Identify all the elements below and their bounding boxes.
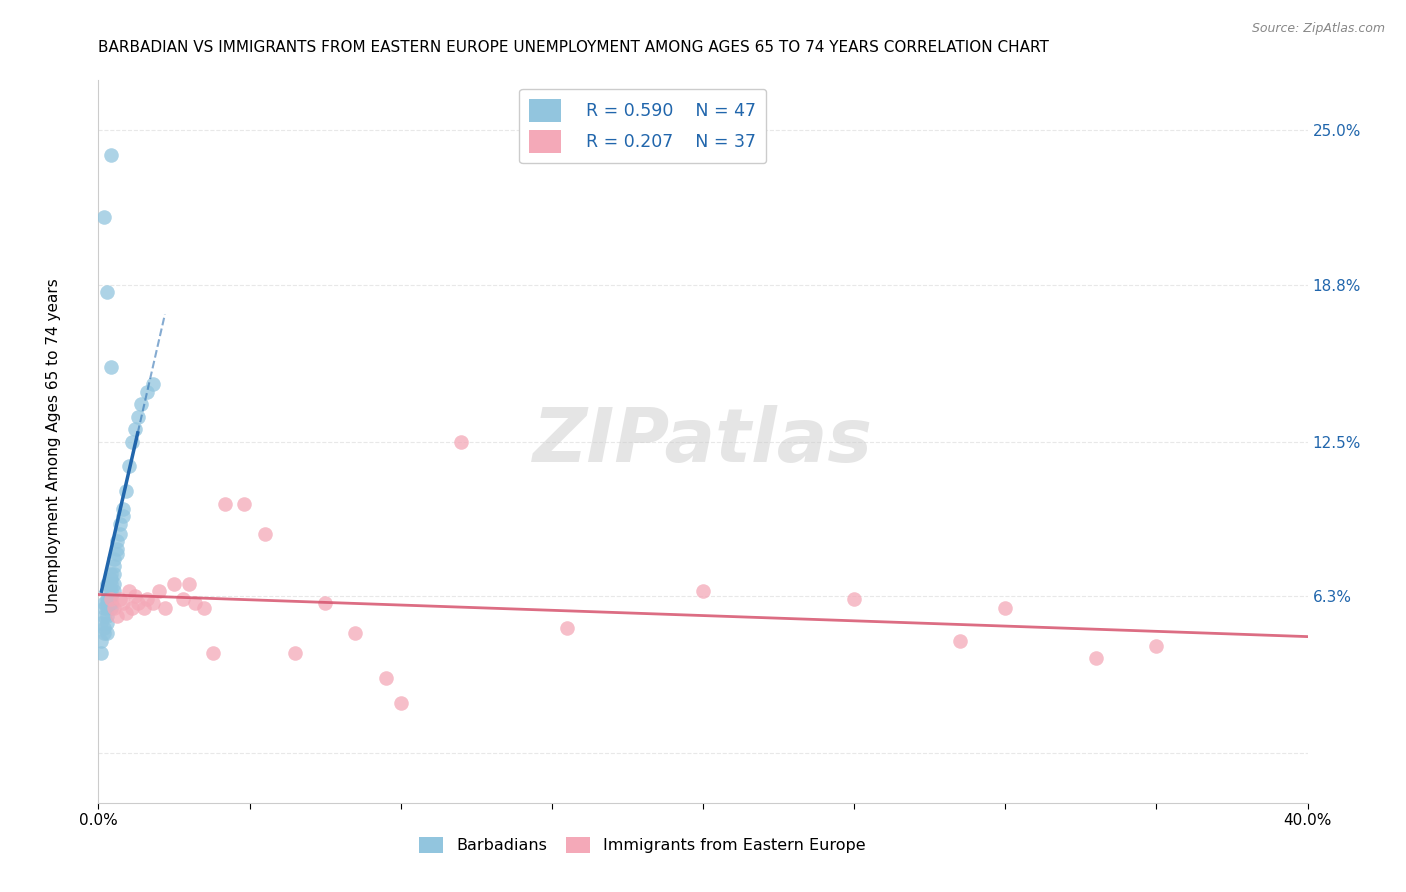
Point (692, 584, 714, 599)
Point (96, 601, 118, 615)
Text: Unemployment Among Ages 65 to 74 years: Unemployment Among Ages 65 to 74 years (46, 278, 60, 614)
Point (100, 359, 122, 374)
Point (132, 601, 155, 615)
Point (90, 633, 112, 648)
Point (179, 576, 201, 591)
Point (153, 601, 176, 615)
Point (108, 516, 131, 531)
Point (374, 671, 396, 685)
Point (111, 501, 134, 516)
Point (135, 591, 157, 606)
Point (100, 597, 122, 611)
Point (90, 616, 112, 631)
Point (193, 601, 215, 615)
Point (96, 609, 118, 624)
Point (105, 547, 128, 561)
Point (202, 646, 225, 660)
Point (232, 497, 254, 511)
Point (127, 597, 149, 611)
Point (172, 591, 194, 606)
Point (100, 589, 122, 603)
Point (142, 597, 165, 611)
Point (284, 646, 307, 660)
Point (96, 597, 118, 611)
Point (90, 646, 112, 660)
Point (100, 591, 122, 606)
Point (100, 566, 122, 581)
Point (96, 576, 118, 591)
Point (105, 541, 128, 556)
Point (253, 526, 276, 541)
Point (121, 601, 143, 615)
Point (103, 584, 125, 599)
Point (118, 584, 141, 599)
Point (314, 597, 336, 611)
Point (93, 597, 115, 611)
Point (100, 572, 122, 586)
Point (344, 626, 367, 640)
Point (994, 601, 1017, 615)
Point (555, 621, 578, 635)
Text: BARBADIAN VS IMMIGRANTS FROM EASTERN EUROPE UNEMPLOYMENT AMONG AGES 65 TO 74 YEA: BARBADIAN VS IMMIGRANTS FROM EASTERN EUR… (98, 40, 1049, 55)
Point (103, 576, 125, 591)
Point (93, 601, 115, 615)
Point (129, 397, 152, 411)
Point (214, 497, 236, 511)
Text: Source: ZipAtlas.com: Source: ZipAtlas.com (1251, 22, 1385, 36)
Point (100, 148, 122, 162)
Point (450, 434, 472, 449)
Point (111, 597, 134, 611)
Point (124, 422, 146, 436)
Point (93, 626, 115, 640)
Point (96, 584, 118, 599)
Point (93, 609, 115, 624)
Point (121, 434, 143, 449)
Point (100, 601, 122, 615)
Point (114, 484, 136, 499)
Point (127, 409, 149, 424)
Point (148, 584, 170, 599)
Point (103, 551, 125, 566)
Point (389, 696, 412, 710)
Point (96, 616, 118, 631)
Point (103, 566, 125, 581)
Point (1085, 651, 1108, 665)
Point (100, 584, 122, 599)
Legend: Barbadians, Immigrants from Eastern Europe: Barbadians, Immigrants from Eastern Euro… (413, 830, 872, 860)
Point (124, 589, 146, 603)
Point (96, 285, 118, 299)
Point (96, 626, 118, 640)
Point (118, 459, 141, 474)
Point (142, 377, 165, 392)
Point (1144, 639, 1167, 653)
Point (949, 633, 972, 648)
Point (105, 609, 128, 624)
Point (135, 384, 157, 399)
Point (105, 534, 128, 549)
Point (114, 607, 136, 621)
Point (111, 509, 134, 524)
Point (163, 576, 186, 591)
Point (108, 591, 131, 606)
Point (108, 526, 131, 541)
Text: ZIPatlas: ZIPatlas (533, 405, 873, 478)
Point (184, 597, 207, 611)
Point (96, 591, 118, 606)
Point (93, 621, 115, 635)
Point (103, 601, 125, 615)
Point (93, 211, 115, 225)
Point (844, 591, 866, 606)
Point (103, 559, 125, 574)
Point (100, 576, 122, 591)
